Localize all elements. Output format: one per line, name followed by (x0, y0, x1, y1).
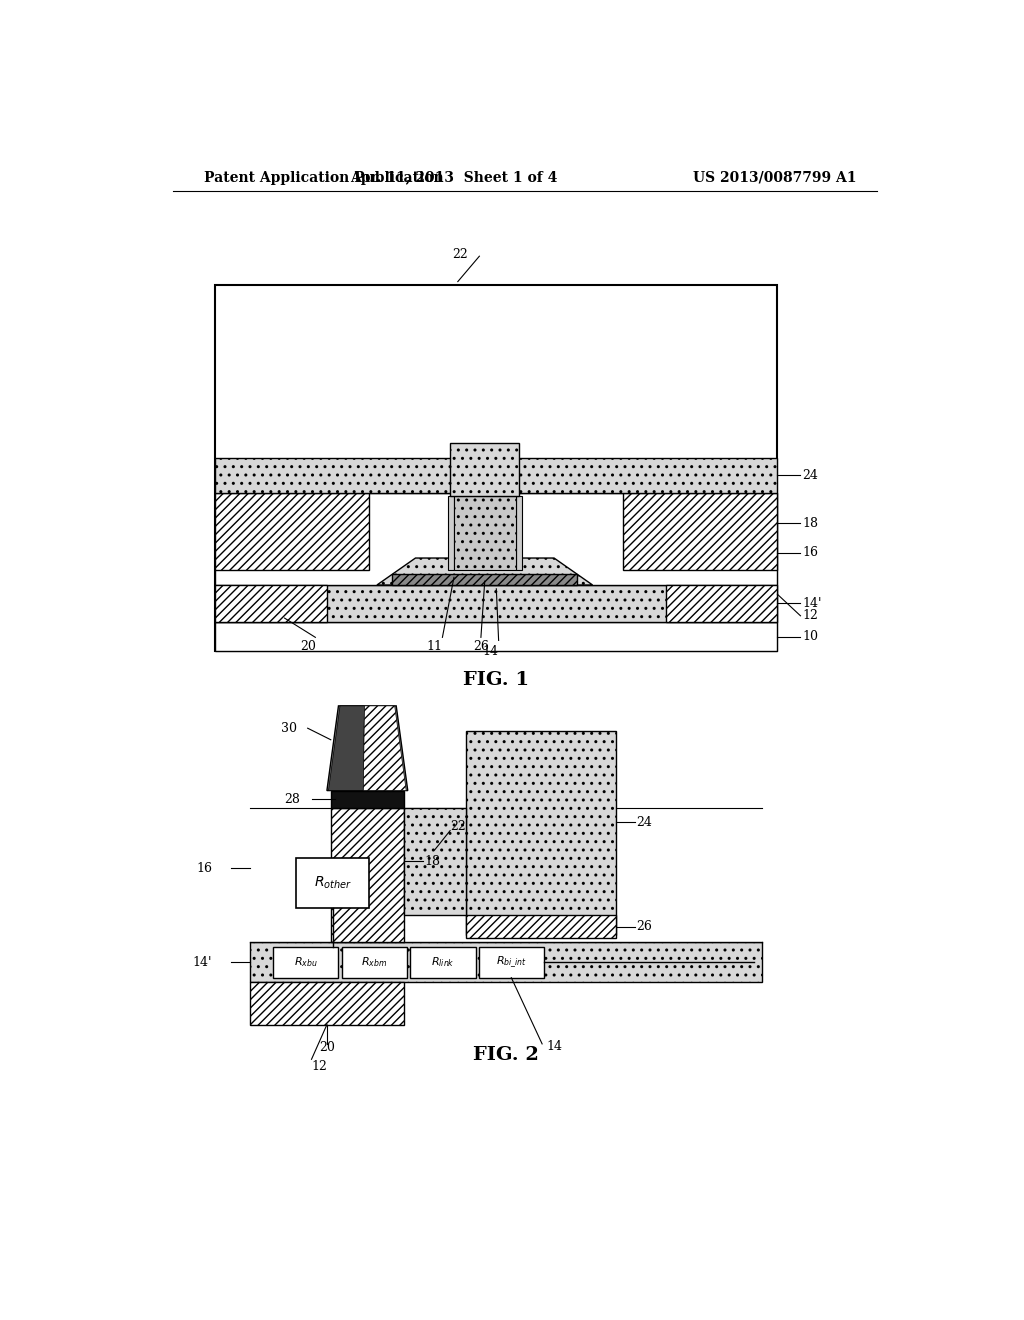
Text: 26: 26 (637, 920, 652, 933)
Text: 12: 12 (311, 1060, 327, 1073)
Bar (215, 622, 777, 651)
Text: 20: 20 (318, 1041, 335, 1055)
Text: 14': 14' (193, 956, 212, 969)
Text: US 2013/0087799 A1: US 2013/0087799 A1 (692, 170, 856, 185)
Text: 16: 16 (802, 546, 818, 560)
Bar (342, 946, 407, 978)
Text: 22: 22 (453, 248, 468, 261)
Bar (624, 492, 777, 570)
Bar (215, 492, 777, 585)
Text: 18: 18 (425, 855, 440, 869)
Bar (392, 574, 578, 585)
Text: 14: 14 (483, 645, 499, 659)
Text: 26: 26 (473, 640, 488, 653)
Polygon shape (327, 706, 408, 791)
Text: $R_{xbm}$: $R_{xbm}$ (361, 956, 387, 969)
Bar (331, 808, 403, 942)
Bar (515, 496, 521, 570)
Bar (478, 946, 544, 978)
Text: $R_{link}$: $R_{link}$ (431, 956, 455, 969)
Text: 10: 10 (802, 630, 818, 643)
Text: FIG. 2: FIG. 2 (473, 1047, 539, 1064)
Text: 11: 11 (427, 640, 442, 653)
Text: $R_{xbu}$: $R_{xbu}$ (294, 956, 317, 969)
Text: 20: 20 (300, 640, 315, 653)
Bar (273, 946, 339, 978)
Polygon shape (364, 706, 407, 791)
Bar (466, 730, 615, 935)
Bar (250, 982, 403, 1024)
Polygon shape (329, 706, 365, 791)
Bar (454, 496, 515, 570)
Polygon shape (377, 558, 593, 585)
Bar (215, 492, 370, 570)
Bar (466, 915, 615, 939)
Text: 24: 24 (637, 816, 652, 829)
Text: 28: 28 (285, 792, 300, 805)
Bar (410, 946, 475, 978)
Text: 18: 18 (802, 517, 818, 529)
Bar (666, 585, 777, 622)
Bar (403, 808, 466, 915)
Text: 14': 14' (802, 597, 821, 610)
Bar (215, 285, 777, 651)
Text: FIG. 1: FIG. 1 (463, 672, 529, 689)
Text: $R_{other}$: $R_{other}$ (313, 874, 351, 891)
Text: 22: 22 (451, 820, 466, 833)
Bar (250, 808, 762, 942)
Bar (451, 442, 519, 496)
Text: 12: 12 (802, 610, 818, 622)
Bar (215, 458, 777, 492)
Bar (215, 585, 777, 622)
Bar (250, 942, 762, 982)
Text: 30: 30 (281, 722, 297, 735)
Text: 24: 24 (802, 469, 818, 482)
Text: 14: 14 (546, 1040, 562, 1053)
Text: 16: 16 (196, 862, 212, 875)
Bar (296, 858, 370, 908)
Text: Patent Application Publication: Patent Application Publication (204, 170, 443, 185)
Bar (331, 791, 403, 808)
Bar (447, 496, 454, 570)
Text: Apr. 11, 2013  Sheet 1 of 4: Apr. 11, 2013 Sheet 1 of 4 (350, 170, 558, 185)
Bar (215, 585, 327, 622)
Text: $R_{bi\_int}$: $R_{bi\_int}$ (496, 954, 527, 970)
